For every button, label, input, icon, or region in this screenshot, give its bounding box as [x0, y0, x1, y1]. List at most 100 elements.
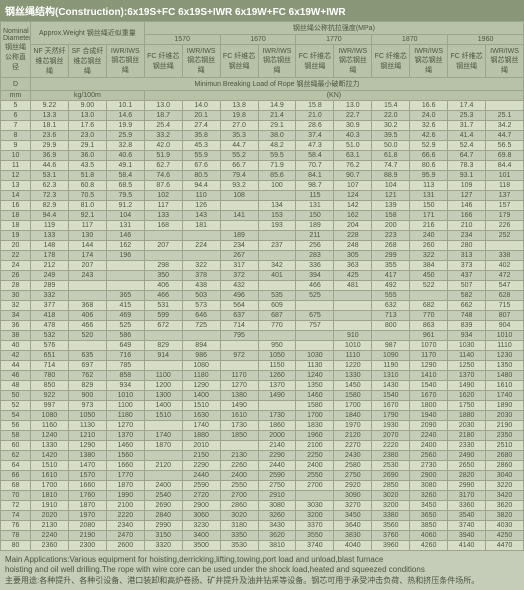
table-cell: 134	[258, 201, 296, 211]
table-cell: 2270	[334, 441, 372, 451]
table-cell: 1270	[220, 381, 258, 391]
table-cell: 425	[334, 271, 372, 281]
table-row: 4471469778510801150113012201190129012501…	[1, 361, 524, 371]
table-row: 4265163571691498697210501030111010901170…	[1, 351, 524, 361]
table-cell: 450	[410, 271, 448, 281]
table-cell: 1290	[68, 441, 106, 451]
table-cell: 2190	[68, 531, 106, 541]
table-cell: 1170	[220, 371, 258, 381]
table-cell: 2240	[410, 431, 448, 441]
table-cell	[144, 251, 182, 261]
table-cell: 3030	[296, 501, 334, 511]
table-cell: 904	[486, 321, 524, 331]
table-cell: 2250	[296, 451, 334, 461]
table-cell: 1010	[334, 341, 372, 351]
table-cell: 234	[448, 231, 486, 241]
table-cell: 481	[334, 281, 372, 291]
table-cell: 1540	[372, 391, 410, 401]
table-cell: 1790	[372, 411, 410, 421]
table-cell: 858	[106, 371, 144, 381]
table-cell: 38	[1, 331, 31, 341]
table-cell: 13.3	[31, 111, 69, 121]
table-cell: 3820	[486, 511, 524, 521]
table-cell: 2010	[182, 441, 220, 451]
table-cell: 11	[1, 161, 31, 171]
table-cell: 1380	[220, 391, 258, 401]
table-cell: 1010	[106, 391, 144, 401]
table-cell	[258, 401, 296, 411]
table-cell: 2910	[258, 491, 296, 501]
header-pair-col: FC 纤维芯钢丝绳	[372, 45, 410, 78]
table-cell: 2020	[31, 511, 69, 521]
header-pair-col: IWR/IWS 钢芯钢丝绳	[334, 45, 372, 78]
table-header: Nominal Diameter 钢丝绳公称直径 Approx.Weight 钢…	[1, 22, 524, 101]
table-cell: 2220	[106, 511, 144, 521]
table-cell: 79.4	[220, 171, 258, 181]
table-cell: 131	[296, 201, 334, 211]
table-cell: 49.1	[106, 161, 144, 171]
table-cell	[258, 331, 296, 341]
header-pair-col: IWR/IWS 钢芯钢丝绳	[410, 45, 448, 78]
table-cell: 61.8	[372, 151, 410, 161]
table-cell: 1460	[106, 441, 144, 451]
table-cell: 1620	[448, 391, 486, 401]
table-cell: 432	[220, 281, 258, 291]
table-cell: 3400	[182, 531, 220, 541]
table-cell: 7	[1, 121, 31, 131]
table-cell: 635	[68, 351, 106, 361]
table-cell: 1940	[410, 411, 448, 421]
table-cell: 547	[486, 281, 524, 291]
table-cell: 52.9	[410, 141, 448, 151]
table-cell: 662	[448, 301, 486, 311]
table-cell: 14.9	[258, 101, 296, 111]
header-diameter: Nominal Diameter 钢丝绳公称直径	[1, 22, 31, 78]
table-cell: 3150	[144, 531, 182, 541]
table-cell: 66	[1, 471, 31, 481]
table-cell: 20.1	[182, 111, 220, 121]
table-cell: 950	[258, 341, 296, 351]
table-cell: 1370	[448, 371, 486, 381]
table-cell: 1220	[334, 361, 372, 371]
table-cell: 1880	[448, 411, 486, 421]
table-row: 5812401210137017401880185020001960212020…	[1, 431, 524, 441]
table-cell: 249	[31, 271, 69, 281]
table-cell: 2990	[448, 481, 486, 491]
table-cell: 1410	[410, 371, 448, 381]
table-cell: 10.1	[106, 101, 144, 111]
table-cell: 40.3	[334, 131, 372, 141]
table-cell: 378	[182, 271, 220, 281]
table-row: 1036.936.040.651.955.955.259.558.463.161…	[1, 151, 524, 161]
table-cell: 401	[258, 271, 296, 281]
table-cell: 48	[1, 381, 31, 391]
table-cell: 525	[106, 321, 144, 331]
table-cell: 1910	[31, 501, 69, 511]
table-cell: 3850	[410, 521, 448, 531]
table-cell	[220, 221, 258, 231]
table-cell: 894	[182, 341, 220, 351]
table-cell: 118	[486, 181, 524, 191]
table-cell: 58	[1, 431, 31, 441]
table-cell: 2190	[486, 421, 524, 431]
table-cell: 30	[1, 291, 31, 301]
table-cell: 51.8	[68, 171, 106, 181]
table-row: 7219101870210026902900286030803030327032…	[1, 501, 524, 511]
table-cell	[144, 451, 182, 461]
table-cell: 1880	[182, 431, 220, 441]
table-cell: 2070	[372, 431, 410, 441]
table-cell: 2150	[182, 451, 220, 461]
title-bar: 钢丝绳结构(Construction):6x19S+FC 6x19S+IWR 6…	[0, 0, 524, 21]
table-cell	[334, 321, 372, 331]
table-cell: 472	[486, 271, 524, 281]
table-cell: 1250	[448, 361, 486, 371]
table-cell: 2130	[31, 521, 69, 531]
table-cell	[220, 441, 258, 451]
table-row: 6817001660187024002590255027502700292028…	[1, 481, 524, 491]
table-cell: 98.7	[296, 181, 334, 191]
table-cell: 29.9	[31, 141, 69, 151]
table-cell: 1730	[258, 411, 296, 421]
table-cell: 863	[410, 321, 448, 331]
table-cell: 91.2	[106, 201, 144, 211]
table-cell: 4030	[486, 521, 524, 531]
table-cell: 1150	[258, 361, 296, 371]
table-row: 929.929.132.842.045.344.748.247.351.050.…	[1, 141, 524, 151]
